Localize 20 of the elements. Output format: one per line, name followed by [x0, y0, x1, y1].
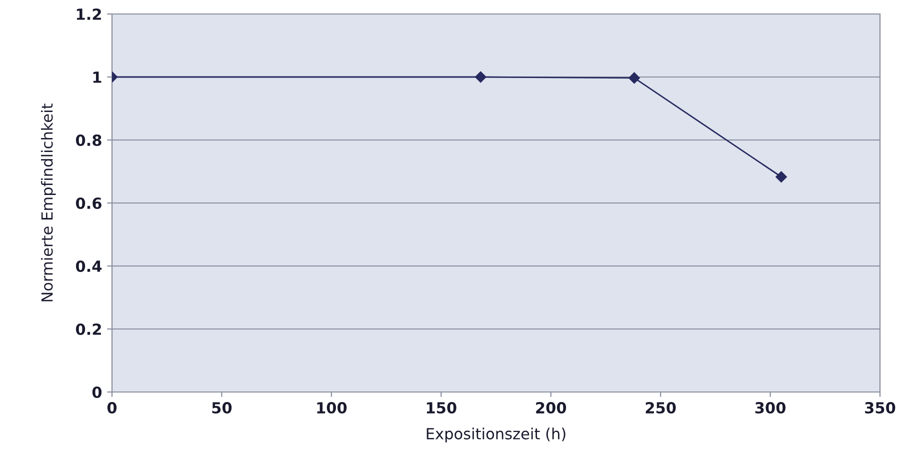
y-tick-label: 0.4 [76, 260, 102, 272]
y-tick-label: 1 [93, 72, 102, 83]
y-tick-label: 0 [92, 386, 102, 398]
x-tick-label: 250 [646, 402, 676, 414]
x-tick-label: 150 [426, 402, 456, 414]
x-tick-label: 100 [317, 402, 347, 414]
y-axis-title: Normierte Empfindlichkeit [40, 104, 56, 302]
y-tick-label: 0.6 [76, 197, 102, 210]
x-tick-label: 200 [536, 402, 566, 414]
point [475, 71, 486, 83]
y-tick-label: 1.2 [76, 8, 101, 20]
x-tick-label: 300 [755, 402, 786, 414]
y-tick-label: 0.8 [76, 134, 102, 146]
x-axis-title: Expositionszeit (h) [426, 428, 566, 442]
point [628, 72, 640, 84]
y-tick-label: 0.2 [76, 323, 101, 336]
point [776, 171, 787, 182]
x-tick-label: 0 [107, 402, 117, 414]
x-tick-label: 350 [865, 402, 896, 414]
x-tick-label: 50 [212, 402, 232, 414]
